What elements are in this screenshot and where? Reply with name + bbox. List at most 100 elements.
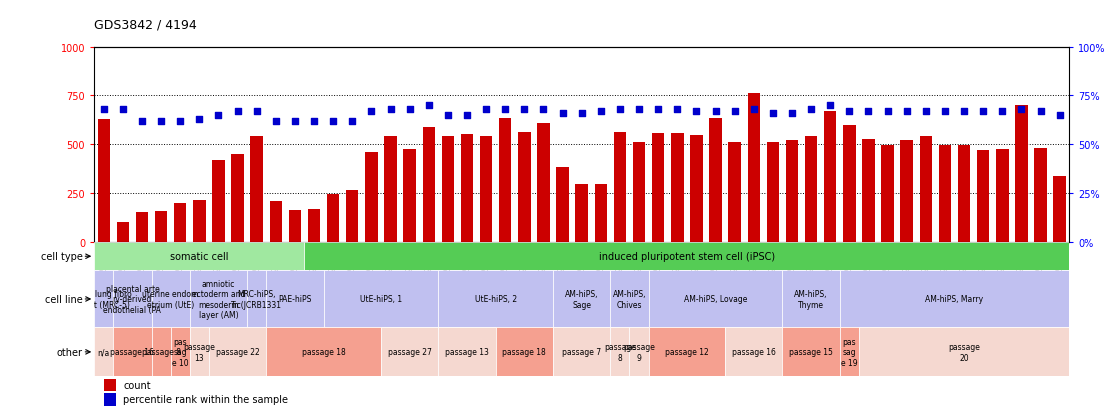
Bar [519, 132, 531, 242]
Bar [250, 137, 263, 242]
Point [917, 109, 935, 115]
Text: induced pluripotent stem cell (iPSC): induced pluripotent stem cell (iPSC) [598, 252, 774, 261]
Point [286, 118, 304, 125]
Bar [901, 141, 913, 242]
Text: MRC-hiPS,
Tic(JCRB1331: MRC-hiPS, Tic(JCRB1331 [232, 290, 283, 309]
Bar [439, 271, 553, 328]
Point [1050, 112, 1068, 119]
Bar [94, 271, 113, 328]
Point [630, 107, 648, 113]
Text: pas
sag
e 10: pas sag e 10 [172, 337, 188, 367]
Point [362, 109, 380, 115]
Bar [611, 271, 648, 328]
Text: AM-hiPS,
Chives: AM-hiPS, Chives [613, 290, 646, 309]
Point [515, 107, 533, 113]
Bar [767, 143, 779, 242]
Bar [690, 135, 702, 242]
Bar [671, 133, 684, 242]
Bar [152, 271, 189, 328]
Bar [269, 202, 283, 242]
Bar [881, 146, 894, 242]
Text: passage 12: passage 12 [665, 347, 709, 356]
Text: passage
8: passage 8 [604, 342, 636, 362]
Point [209, 112, 227, 119]
Bar [171, 328, 189, 376]
Point [534, 107, 552, 113]
Text: pas
sag
e 19: pas sag e 19 [841, 337, 858, 367]
Text: AM-hiPS, Lovage: AM-hiPS, Lovage [684, 295, 747, 304]
Bar [324, 271, 439, 328]
Text: GDS3842 / 4194: GDS3842 / 4194 [94, 19, 197, 31]
Bar [499, 119, 512, 242]
Bar [94, 242, 305, 271]
Point [228, 109, 246, 115]
Point [305, 118, 322, 125]
Text: passage
9: passage 9 [623, 342, 655, 362]
Point [496, 107, 514, 113]
Point [191, 116, 208, 123]
Bar [174, 204, 186, 242]
Text: passage 18: passage 18 [301, 347, 346, 356]
Bar [840, 271, 1069, 328]
Bar [327, 195, 339, 242]
Bar [614, 132, 626, 242]
Bar [439, 328, 495, 376]
Bar [193, 200, 206, 242]
Point [955, 109, 973, 115]
Point [707, 109, 725, 115]
Point [994, 109, 1012, 115]
Point [745, 107, 762, 113]
Point [114, 107, 132, 113]
Text: passage 15: passage 15 [789, 347, 833, 356]
Bar [403, 150, 416, 242]
Bar [1054, 176, 1066, 242]
Bar [116, 223, 129, 242]
Bar [728, 143, 741, 242]
Bar [725, 328, 782, 376]
Bar [996, 150, 1008, 242]
Bar [266, 271, 324, 328]
Bar [629, 328, 648, 376]
Bar [461, 134, 473, 242]
Point [974, 109, 992, 115]
Bar [804, 137, 818, 242]
Bar [384, 137, 397, 242]
Bar [189, 328, 209, 376]
Bar [136, 212, 148, 242]
Point [897, 109, 915, 115]
Text: other: other [57, 347, 82, 357]
Text: AM-hiPS,
Sage: AM-hiPS, Sage [565, 290, 598, 309]
Bar [213, 161, 225, 242]
Point [802, 107, 820, 113]
Text: placental arte
ry-derived
endothelial (PA: placental arte ry-derived endothelial (P… [103, 285, 162, 314]
Point [95, 107, 113, 113]
Bar [209, 328, 266, 376]
Text: amniotic
ectoderm and
mesoderm
layer (AM): amniotic ectoderm and mesoderm layer (AM… [192, 279, 245, 319]
Bar [480, 137, 492, 242]
Bar [648, 271, 782, 328]
Bar [232, 155, 244, 242]
Point [343, 118, 361, 125]
Bar [537, 123, 550, 242]
Bar [748, 94, 760, 242]
Point [325, 118, 342, 125]
Text: cell line: cell line [44, 294, 82, 304]
Point [668, 107, 686, 113]
Bar [104, 393, 115, 406]
Point [860, 109, 878, 115]
Bar [305, 242, 1069, 271]
Bar [247, 271, 266, 328]
Text: passage 22: passage 22 [216, 347, 259, 356]
Text: uterine endom
etrium (UtE): uterine endom etrium (UtE) [143, 290, 198, 309]
Bar [113, 271, 152, 328]
Text: AM-hiPS, Marry: AM-hiPS, Marry [925, 295, 984, 304]
Bar [556, 167, 568, 242]
Bar [709, 119, 721, 242]
Point [688, 109, 706, 115]
Bar [113, 328, 152, 376]
Point [554, 110, 572, 117]
Text: percentile rank within the sample: percentile rank within the sample [123, 394, 288, 404]
Bar [859, 328, 1069, 376]
Point [726, 109, 743, 115]
Point [841, 109, 859, 115]
